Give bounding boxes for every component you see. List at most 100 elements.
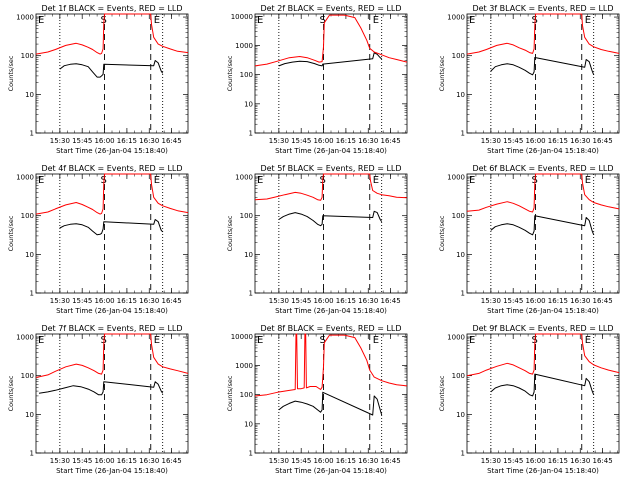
marker-letter-e: E [154,335,160,346]
x-tick-label: 16:15 [117,457,137,465]
x-tick-label: 16:00 [525,297,545,305]
x-tick-label: 15:45 [503,297,523,305]
y-tick-label: 100 [240,212,253,220]
y-tick-label: 10 [244,420,253,428]
x-tick-label: 16:45 [593,137,613,145]
y-tick-label: 100 [21,52,34,60]
marker-letter-e: E [38,335,44,346]
y-tick-label: 10 [25,251,34,259]
x-tick-label: 15:30 [481,457,501,465]
panel-title: Det 1f BLACK = Events, RED = LLD [41,4,182,13]
x-tick-label: 16:15 [117,137,137,145]
y-tick-label: 1000 [235,174,253,182]
x-tick-label: 16:45 [162,457,182,465]
x-tick-label: 16:15 [336,137,356,145]
y-axis-label: Counts/sec [226,55,234,91]
x-tick-label: 15:45 [503,137,523,145]
x-tick-label: 15:45 [72,137,92,145]
y-tick-label: 100 [21,212,34,220]
panel-6: Det 6f BLACK = Events, RED = LLD Counts/s… [438,164,620,315]
plot-frame [254,173,408,294]
y-tick-label: 10 [456,91,465,99]
marker-letter-e: E [154,15,160,26]
x-tick-label: 15:30 [481,297,501,305]
y-tick-label: 100 [21,372,34,380]
panel-7: Det 7f BLACK = Events, RED = LLD Counts/s… [7,324,189,475]
x-tick-label: 16:00 [313,297,333,305]
y-tick-label: 1000 [235,362,253,370]
panel-2: Det 2f BLACK = Events, RED = LLD Counts/s… [226,4,408,155]
x-tick-label: 16:15 [336,457,356,465]
x-tick-label: 15:45 [503,457,523,465]
y-tick-label: 1000 [447,174,465,182]
x-tick-label: 16:15 [336,297,356,305]
x-axis-label: Start Time (26-Jan-04 15:18:40) [56,147,168,155]
y-axis-label: Counts/sec [7,55,15,91]
x-tick-label: 16:30 [139,137,159,145]
x-tick-label: 16:45 [593,297,613,305]
lld-rate-line [35,13,189,55]
y-tick-label: 1000 [16,174,34,182]
x-tick-label: 16:15 [117,297,137,305]
lld-rate-line [254,173,408,201]
x-axis-label: Start Time (26-Jan-04 15:18:40) [487,467,599,475]
y-tick-label: 100 [452,212,465,220]
x-tick-label: 16:45 [593,457,613,465]
plot-frame [466,13,620,134]
x-tick-label: 16:30 [139,457,159,465]
lld-rate-line [254,14,408,67]
panel-5: Det 5f BLACK = Events, RED = LLD Counts/s… [226,164,408,315]
y-tick-label: 100 [452,52,465,60]
lld-rate-line [466,333,620,377]
marker-letter-s: S [320,335,326,346]
y-tick-label: 1 [461,450,465,458]
y-axis-label: Counts/sec [7,375,15,411]
marker-letter-e: E [257,335,263,346]
lld-rate-line [466,13,620,55]
event-rate-line [59,219,164,236]
y-tick-label: 10 [244,100,253,108]
x-tick-label: 16:45 [381,457,401,465]
event-rate-line [278,52,382,67]
y-tick-label: 100 [240,391,253,399]
y-axis-label: Counts/sec [226,215,234,251]
marker-letter-e: E [585,15,591,26]
marker-letter-e: E [154,175,160,186]
event-rate-line [38,381,164,396]
x-tick-label: 15:30 [50,457,70,465]
event-rate-line [490,373,595,397]
x-axis-label: Start Time (26-Jan-04 15:18:40) [487,307,599,315]
y-tick-label: 10 [25,411,34,419]
y-tick-label: 10 [456,251,465,259]
y-axis-label: Counts/sec [7,215,15,251]
plot-frame [254,333,408,454]
x-tick-label: 16:30 [358,137,378,145]
y-tick-label: 1000 [16,334,34,342]
panel-title: Det 7f BLACK = Events, RED = LLD [41,324,182,333]
y-tick-label: 100 [452,372,465,380]
x-tick-label: 15:45 [291,457,311,465]
y-tick-label: 100 [240,71,253,79]
x-tick-label: 15:30 [269,137,289,145]
y-tick-label: 1 [249,130,253,138]
x-tick-label: 16:00 [525,457,545,465]
y-tick-label: 1 [249,290,253,298]
x-tick-label: 16:00 [94,297,114,305]
x-tick-label: 16:00 [313,457,333,465]
panel-title: Det 5f BLACK = Events, RED = LLD [260,164,401,173]
y-tick-label: 10000 [231,333,253,341]
marker-letter-e: E [469,15,475,26]
plot-frame [35,13,189,134]
x-tick-label: 15:30 [50,297,70,305]
x-axis-label: Start Time (26-Jan-04 15:18:40) [275,307,387,315]
marker-letter-e: E [585,175,591,186]
x-tick-label: 16:45 [162,297,182,305]
panel-9: Det 9f BLACK = Events, RED = LLD Counts/s… [438,324,620,475]
y-tick-label: 1 [461,130,465,138]
x-axis-label: Start Time (26-Jan-04 15:18:40) [487,147,599,155]
lld-rate-line [254,333,408,397]
panel-3: Det 3f BLACK = Events, RED = LLD Counts/s… [438,4,620,155]
y-tick-label: 1 [30,290,34,298]
plot-frame [466,173,620,294]
